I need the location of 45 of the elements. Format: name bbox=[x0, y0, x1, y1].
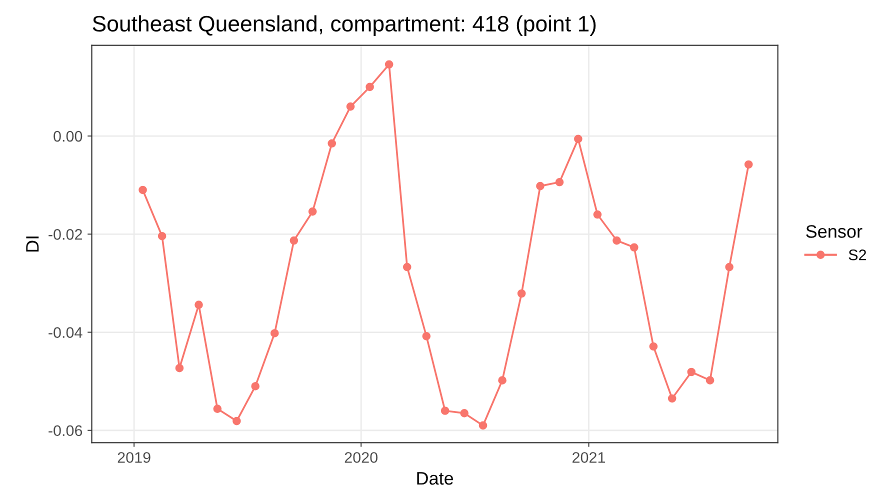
point bbox=[574, 134, 582, 144]
y-tick-label: -0.02 bbox=[48, 229, 82, 240]
point bbox=[725, 262, 734, 272]
x-axis-title: Date bbox=[417, 472, 454, 485]
point bbox=[366, 82, 374, 92]
legend-label: S2 bbox=[848, 249, 866, 260]
point bbox=[687, 368, 696, 376]
point bbox=[346, 102, 355, 111]
point bbox=[706, 376, 714, 385]
point bbox=[478, 421, 488, 430]
point bbox=[649, 342, 658, 351]
point bbox=[270, 329, 279, 338]
y-tick-label: -0.06 bbox=[48, 425, 82, 436]
point bbox=[612, 236, 621, 245]
x-tick-label: 2021 bbox=[572, 452, 606, 463]
legend-title: Sensor bbox=[806, 225, 862, 238]
point bbox=[555, 178, 564, 186]
point bbox=[744, 160, 753, 169]
y-tick-label: 0.00 bbox=[54, 130, 82, 142]
point bbox=[422, 332, 431, 340]
point bbox=[328, 139, 336, 148]
chart-title: Southeast Queensland, compartment: 418 (point 1) bbox=[92, 15, 596, 36]
x-tick-label: 2020 bbox=[344, 452, 378, 463]
point bbox=[251, 382, 260, 390]
point bbox=[460, 409, 469, 418]
point bbox=[138, 186, 147, 194]
point bbox=[384, 60, 394, 69]
point bbox=[232, 416, 241, 426]
point bbox=[213, 404, 222, 413]
x-tick-label: 2019 bbox=[118, 452, 150, 463]
point bbox=[536, 182, 544, 190]
point bbox=[194, 300, 203, 309]
point bbox=[158, 232, 166, 240]
point bbox=[308, 207, 317, 216]
point bbox=[440, 406, 450, 415]
point bbox=[517, 289, 526, 298]
point bbox=[290, 236, 298, 245]
y-tick-label: -0.04 bbox=[48, 327, 82, 338]
point bbox=[630, 243, 638, 252]
point bbox=[668, 394, 676, 403]
point bbox=[593, 210, 602, 219]
point bbox=[498, 376, 506, 385]
point bbox=[402, 262, 412, 272]
y-axis-title: DI bbox=[26, 236, 39, 252]
point bbox=[175, 364, 184, 372]
